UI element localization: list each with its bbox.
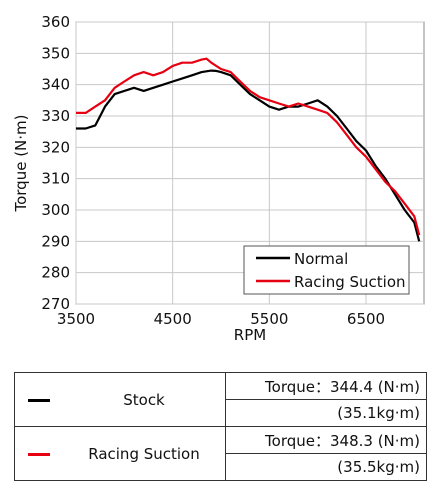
y-tick-label: 280 bbox=[41, 264, 70, 282]
x-tick-label: 6500 bbox=[347, 310, 385, 328]
tick-labels: 270 280 290 300 310 320 330 340 350 360 3500 4500 55… bbox=[41, 13, 385, 328]
torque-value-stock: Torque：344.4 (N·m) bbox=[225, 372, 427, 400]
series-line-racing-suction bbox=[76, 57, 421, 236]
legend-swatch-cell bbox=[14, 426, 63, 481]
series-lines bbox=[76, 57, 421, 242]
racing-suction-line-swatch bbox=[28, 452, 50, 456]
y-axis-label: Torque (N·m) bbox=[12, 114, 30, 212]
x-tick-label: 5500 bbox=[250, 310, 288, 328]
y-tick-label: 290 bbox=[41, 232, 70, 250]
row-label-racing-suction: Racing Suction bbox=[63, 426, 226, 481]
x-tick-label: 4500 bbox=[154, 310, 192, 328]
kgm-value-stock: (35.1kg·m) bbox=[225, 399, 427, 427]
series-line-normal bbox=[76, 69, 421, 242]
torque-chart: 270 280 290 300 310 320 330 340 350 360 3500 4500 55… bbox=[12, 13, 425, 344]
table-row: Stock Torque：344.4 (N·m) bbox=[14, 372, 427, 427]
table-row: Racing Suction Torque：348.3 (N·m) bbox=[14, 426, 427, 481]
x-tick-label: 3500 bbox=[57, 310, 95, 328]
legend-label-racing-suction: Racing Suction bbox=[294, 273, 406, 291]
y-tick-label: 300 bbox=[41, 201, 70, 219]
y-tick-label: 350 bbox=[41, 44, 70, 62]
torque-value-racing-suction: Torque：348.3 (N·m) bbox=[225, 426, 427, 454]
y-tick-label: 320 bbox=[41, 138, 70, 156]
legend-swatch-cell bbox=[14, 372, 63, 427]
legend: Normal Racing Suction bbox=[243, 245, 410, 295]
stock-line-swatch bbox=[28, 398, 50, 402]
y-tick-label: 330 bbox=[41, 107, 70, 125]
row-label-stock: Stock bbox=[63, 372, 226, 427]
legend-box bbox=[243, 245, 410, 295]
spec-table: Stock Torque：344.4 (N·m) (35.1kg·m) Raci… bbox=[14, 372, 427, 481]
x-axis-label: RPM bbox=[234, 326, 266, 344]
y-tick-label: 310 bbox=[41, 170, 70, 188]
table-row: (35.1kg·m) bbox=[15, 399, 427, 427]
y-tick-label: 340 bbox=[41, 76, 70, 94]
kgm-value-racing-suction: (35.5kg·m) bbox=[225, 453, 427, 481]
table-row: (35.5kg·m) bbox=[15, 453, 427, 481]
y-tick-label: 360 bbox=[41, 13, 70, 31]
y-tick-label: 270 bbox=[41, 295, 70, 313]
gridlines bbox=[75, 21, 424, 305]
legend-label-normal: Normal bbox=[294, 250, 348, 268]
